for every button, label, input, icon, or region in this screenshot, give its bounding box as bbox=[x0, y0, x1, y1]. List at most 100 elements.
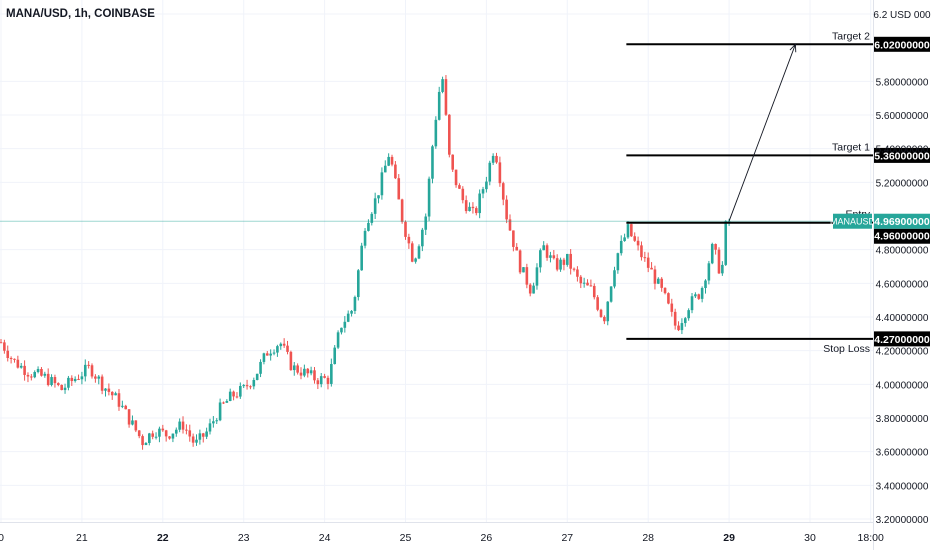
candle-down bbox=[77, 378, 80, 380]
candle-up bbox=[178, 421, 181, 430]
candle-down bbox=[562, 259, 566, 265]
time-axis-label: 28 bbox=[642, 532, 654, 544]
candle-up bbox=[710, 243, 714, 264]
time-axis-label: 18:00 bbox=[858, 532, 884, 544]
candle-up bbox=[353, 297, 357, 311]
candle-down bbox=[512, 230, 515, 247]
candle-up bbox=[360, 245, 363, 271]
time-axis-label: 21 bbox=[76, 532, 88, 544]
candle-down bbox=[181, 421, 185, 430]
candle-up bbox=[690, 296, 694, 311]
candle-down bbox=[636, 240, 640, 246]
candle-down bbox=[670, 303, 674, 312]
price-axis-label: 4.00000000 bbox=[876, 380, 929, 391]
candle-down bbox=[545, 245, 549, 258]
price-tag-text-target-2: 6.02000000 bbox=[874, 39, 930, 51]
candle-down bbox=[505, 199, 508, 220]
candle-down bbox=[592, 285, 596, 298]
candle-up bbox=[721, 264, 724, 274]
candle-up bbox=[657, 278, 660, 284]
symbol-title: MANA/USD, 1h, COINBASE bbox=[6, 8, 155, 20]
candle-up bbox=[279, 343, 283, 347]
candle-down bbox=[26, 374, 30, 377]
candle-up bbox=[50, 377, 53, 386]
candle-down bbox=[23, 365, 26, 375]
candle-down bbox=[313, 370, 316, 381]
candle-down bbox=[630, 224, 633, 237]
candle-down bbox=[572, 268, 576, 270]
candle-down bbox=[53, 377, 57, 384]
level-label-target-1: Target 1 bbox=[832, 141, 870, 153]
price-axis-label: 3.20000000 bbox=[876, 515, 929, 526]
candle-down bbox=[586, 282, 589, 286]
candle-down bbox=[3, 342, 6, 351]
candle-up bbox=[225, 400, 229, 403]
candle-down bbox=[599, 309, 603, 317]
candle-down bbox=[232, 391, 235, 397]
candle-up bbox=[619, 240, 623, 254]
candle-up bbox=[357, 270, 360, 298]
candle-down bbox=[9, 357, 13, 359]
candle-up bbox=[427, 178, 431, 217]
candle-down bbox=[57, 383, 60, 385]
candle-down bbox=[394, 164, 397, 179]
candle-up bbox=[606, 301, 610, 322]
candle-up bbox=[330, 364, 333, 384]
candle-down bbox=[282, 343, 286, 346]
candle-down bbox=[100, 376, 104, 391]
time-axis-label: 27 bbox=[561, 532, 573, 544]
candle-up bbox=[478, 193, 481, 214]
candle-up bbox=[539, 250, 542, 268]
candle-up bbox=[262, 353, 266, 362]
candle-up bbox=[269, 353, 272, 356]
candle-up bbox=[485, 181, 488, 190]
candle-down bbox=[127, 409, 131, 425]
candle-up bbox=[687, 310, 690, 319]
candle-up bbox=[144, 443, 148, 446]
candle-up bbox=[370, 213, 374, 223]
candle-down bbox=[124, 405, 128, 410]
candle-up bbox=[104, 388, 107, 391]
candle-down bbox=[448, 114, 451, 155]
candle-down bbox=[579, 276, 583, 284]
candle-down bbox=[296, 365, 299, 373]
candle-down bbox=[498, 162, 502, 184]
candle-up bbox=[700, 288, 704, 299]
candle-down bbox=[461, 188, 465, 201]
candle-up bbox=[481, 189, 485, 194]
price-tag-target-1 bbox=[874, 147, 930, 163]
candle-down bbox=[30, 376, 33, 378]
candle-up bbox=[367, 222, 370, 231]
candle-down bbox=[16, 359, 20, 368]
price-tag-text-target-1: 5.36000000 bbox=[874, 150, 930, 162]
price-tag-text-stop-loss: 4.27000000 bbox=[874, 334, 930, 346]
candle-down bbox=[603, 316, 606, 322]
level-label-stop-loss: Stop Loss bbox=[823, 343, 870, 355]
candle-up bbox=[468, 206, 471, 212]
candle-down bbox=[518, 250, 522, 273]
candle-up bbox=[626, 224, 630, 238]
candle-down bbox=[117, 393, 121, 407]
candle-down bbox=[640, 245, 643, 258]
candle-down bbox=[508, 219, 512, 231]
symbol-tag-text: MANAUSD bbox=[830, 217, 876, 227]
candle-up bbox=[67, 377, 70, 388]
candle-up bbox=[195, 439, 198, 443]
price-axis-label: 6.2 USD 000 bbox=[873, 10, 931, 21]
candle-up bbox=[154, 436, 158, 438]
candle-up bbox=[522, 267, 525, 273]
candle-down bbox=[286, 345, 289, 352]
candle-down bbox=[46, 373, 50, 386]
candle-up bbox=[73, 378, 77, 382]
time-axis-label: 23 bbox=[238, 532, 250, 544]
candle-down bbox=[110, 391, 114, 396]
candle-up bbox=[424, 216, 428, 230]
candle-down bbox=[410, 243, 414, 262]
candle-down bbox=[161, 428, 165, 431]
candle-down bbox=[501, 183, 505, 200]
candle-up bbox=[616, 253, 620, 271]
candle-up bbox=[421, 229, 424, 247]
